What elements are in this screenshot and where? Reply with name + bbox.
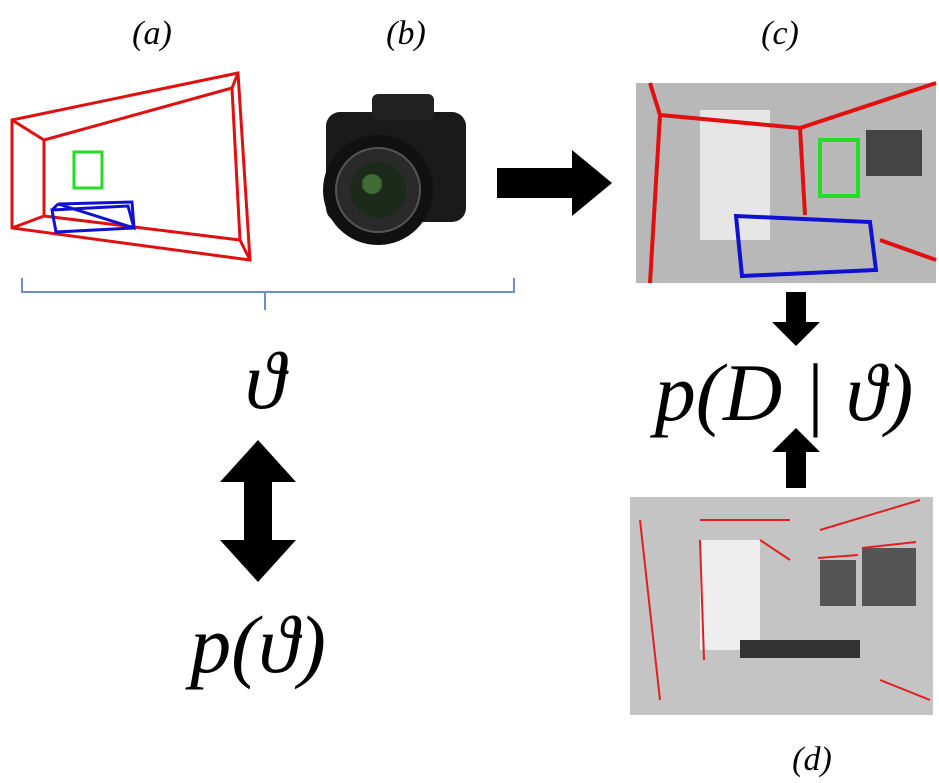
double-arrow bbox=[220, 440, 296, 582]
camera bbox=[323, 94, 466, 245]
label-a: (a) bbox=[132, 15, 172, 52]
arrow-right bbox=[497, 150, 612, 216]
image-d bbox=[630, 497, 933, 715]
image-c bbox=[636, 83, 936, 283]
label-c: (c) bbox=[761, 15, 799, 52]
brace bbox=[22, 278, 514, 310]
room-wireframe bbox=[12, 73, 250, 260]
diagram: (a) (b) (c) (d) bbox=[0, 0, 939, 783]
likelihood-formula: p(D | ϑ) bbox=[650, 347, 914, 438]
label-b: (b) bbox=[386, 15, 426, 52]
arrow-down bbox=[772, 292, 820, 346]
theta: ϑ bbox=[245, 335, 289, 426]
label-d: (d) bbox=[792, 741, 832, 778]
prior-formula: p(ϑ) bbox=[185, 599, 326, 690]
